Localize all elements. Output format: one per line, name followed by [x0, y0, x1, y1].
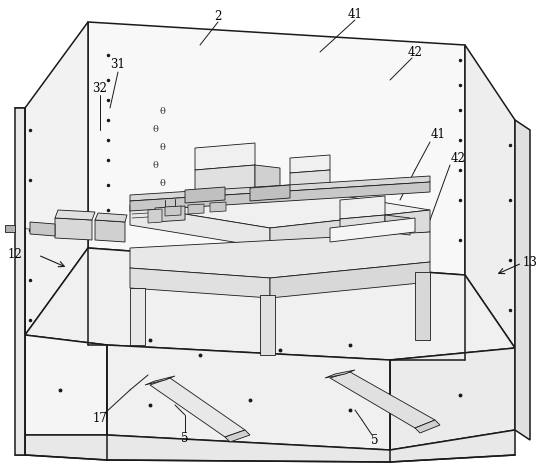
Polygon shape: [25, 248, 515, 360]
Polygon shape: [25, 22, 88, 335]
Text: 42: 42: [450, 152, 465, 164]
Polygon shape: [260, 295, 275, 355]
Polygon shape: [290, 170, 330, 195]
Text: 2: 2: [214, 10, 222, 24]
Polygon shape: [130, 232, 430, 278]
Polygon shape: [185, 187, 225, 203]
Polygon shape: [25, 335, 107, 435]
Polygon shape: [195, 165, 255, 195]
Text: 41: 41: [430, 129, 445, 141]
Polygon shape: [210, 202, 226, 212]
Polygon shape: [270, 262, 430, 298]
Polygon shape: [415, 420, 440, 433]
Polygon shape: [340, 215, 385, 236]
Polygon shape: [55, 218, 92, 240]
Polygon shape: [330, 218, 415, 242]
Polygon shape: [145, 376, 175, 385]
Polygon shape: [88, 22, 465, 275]
Text: θ: θ: [152, 162, 158, 171]
Polygon shape: [165, 206, 181, 216]
Text: θ: θ: [159, 144, 165, 153]
Polygon shape: [225, 430, 250, 442]
Text: 5: 5: [181, 431, 189, 445]
Polygon shape: [515, 120, 530, 440]
Polygon shape: [130, 205, 270, 248]
Polygon shape: [155, 206, 185, 222]
Polygon shape: [290, 155, 330, 173]
Polygon shape: [95, 213, 127, 222]
Polygon shape: [390, 348, 515, 450]
Polygon shape: [130, 288, 145, 345]
Polygon shape: [415, 272, 430, 340]
Polygon shape: [195, 143, 255, 170]
Polygon shape: [150, 378, 245, 437]
Polygon shape: [330, 372, 435, 428]
Text: θ: θ: [152, 125, 158, 135]
Polygon shape: [130, 188, 430, 228]
Polygon shape: [340, 196, 385, 219]
Polygon shape: [250, 185, 290, 201]
Text: 41: 41: [347, 8, 362, 21]
Polygon shape: [107, 345, 390, 450]
Polygon shape: [270, 210, 430, 248]
Polygon shape: [95, 220, 125, 242]
Text: 17: 17: [93, 412, 107, 424]
Polygon shape: [465, 45, 515, 348]
Polygon shape: [130, 182, 430, 211]
Polygon shape: [30, 222, 55, 236]
Text: 42: 42: [408, 46, 423, 58]
Polygon shape: [148, 209, 162, 223]
Text: θ: θ: [159, 107, 165, 116]
Polygon shape: [325, 370, 355, 378]
Polygon shape: [255, 165, 280, 193]
Polygon shape: [55, 210, 95, 220]
Text: 12: 12: [8, 249, 22, 261]
Polygon shape: [25, 430, 515, 462]
Text: θ: θ: [159, 179, 165, 188]
Polygon shape: [130, 176, 430, 201]
Polygon shape: [188, 204, 204, 214]
Text: 5: 5: [371, 433, 379, 447]
Polygon shape: [130, 268, 270, 298]
Polygon shape: [15, 108, 25, 455]
Text: 31: 31: [111, 58, 125, 72]
Polygon shape: [385, 215, 410, 235]
Text: 32: 32: [93, 81, 107, 95]
Polygon shape: [5, 225, 15, 232]
Text: 13: 13: [522, 255, 537, 268]
